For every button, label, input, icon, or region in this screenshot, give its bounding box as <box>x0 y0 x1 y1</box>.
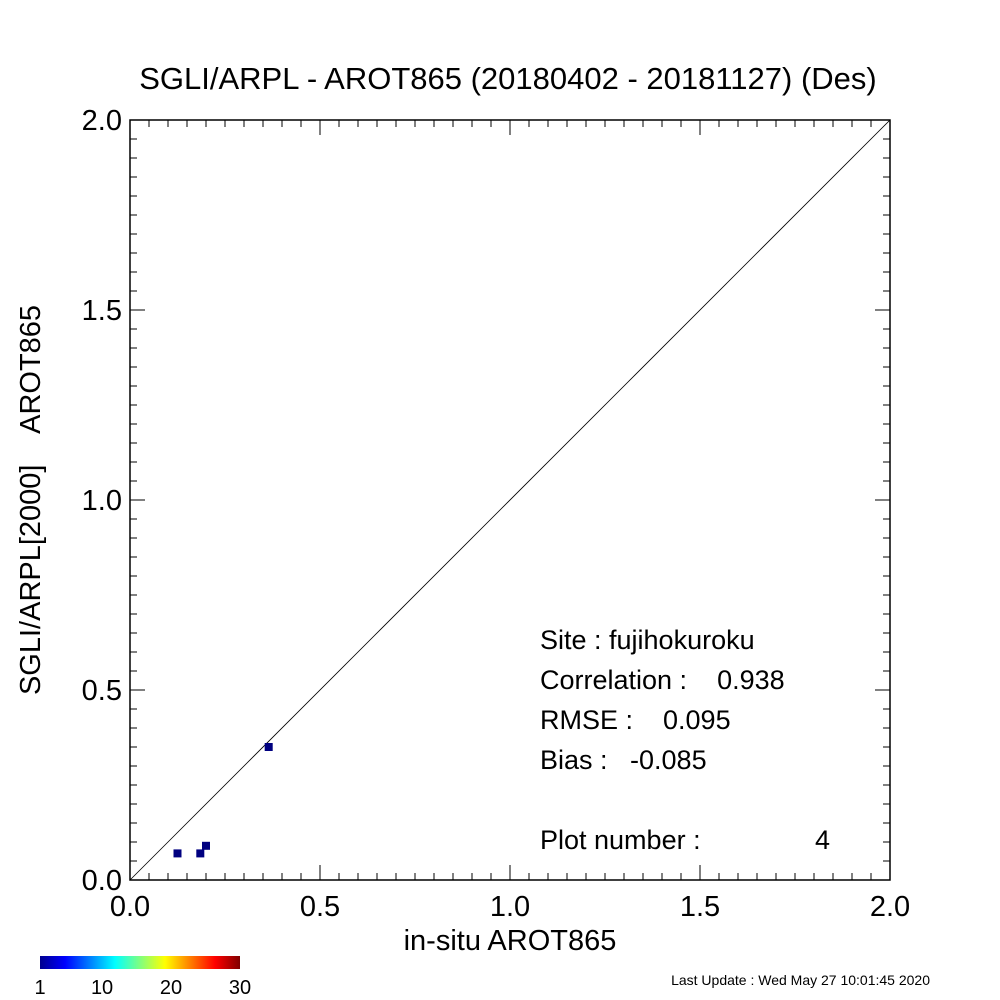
x-tick-label: 0.5 <box>300 891 340 923</box>
x-tick-label: 2.0 <box>870 891 910 923</box>
y-tick-label: 0.0 <box>82 865 122 897</box>
colorbar-label: 10 <box>91 977 113 999</box>
colorbar-label: 1 <box>34 977 45 999</box>
stats-bias: Bias : -0.085 <box>540 745 707 775</box>
data-point <box>202 841 210 850</box>
data-point <box>196 849 205 858</box>
stats-correlation: Correlation : 0.938 <box>540 665 785 695</box>
y-tick-label: 2.0 <box>82 105 122 137</box>
x-tick-label: 0.0 <box>110 891 150 923</box>
chart-title: SGLI/ARPL - AROT865 (20180402 - 20181127… <box>139 61 877 96</box>
colorbar-label: 30 <box>229 977 251 999</box>
data-point <box>173 849 182 858</box>
y-tick-label: 1.0 <box>82 485 122 517</box>
stats-plot-number-value: 4 <box>815 825 830 855</box>
y-tick-label: 0.5 <box>82 675 122 707</box>
one-to-one-line <box>129 119 891 881</box>
colorbar <box>40 956 240 969</box>
data-points <box>173 743 273 858</box>
y-axis-label: SGLI/ARPL[2000] AROT865 <box>15 305 47 695</box>
last-update: Last Update : Wed May 27 10:01:45 2020 <box>671 972 930 988</box>
stats-box: Site : fujihokuroku Correlation : 0.938 … <box>540 625 830 855</box>
stats-site: Site : fujihokuroku <box>540 625 755 655</box>
x-tick-label: 1.5 <box>680 891 720 923</box>
colorbar-labels: 1 10 20 30 <box>34 977 251 999</box>
data-point <box>264 743 273 751</box>
colorbar-label: 20 <box>160 977 182 999</box>
x-axis-label: in-situ AROT865 <box>404 925 617 957</box>
x-tick-label: 1.0 <box>490 891 530 923</box>
stats-rmse: RMSE : 0.095 <box>540 705 731 735</box>
y-tick-label: 1.5 <box>82 295 122 327</box>
stats-plot-number: Plot number : <box>540 825 701 855</box>
axis-tick-labels: 0.0 0.5 1.0 1.5 2.0 0.0 0.5 1.0 1.5 2.0 <box>82 105 910 923</box>
axis-ticks <box>129 119 891 881</box>
